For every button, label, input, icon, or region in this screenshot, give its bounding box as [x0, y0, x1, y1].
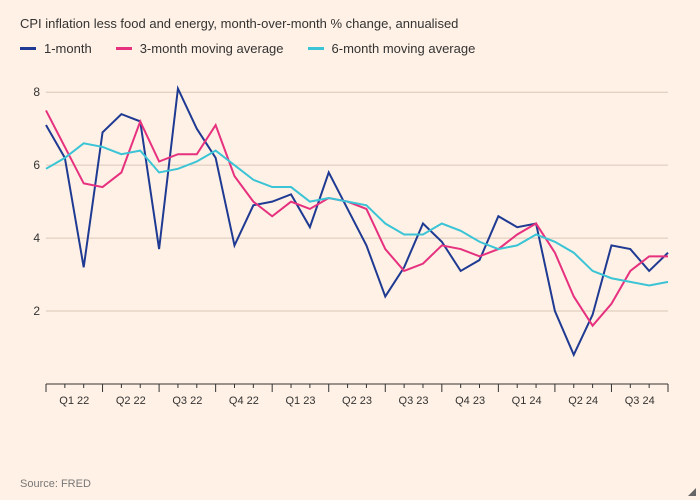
svg-text:Q3 23: Q3 23: [399, 395, 429, 407]
legend-swatch-1: [20, 47, 36, 50]
legend-item-3: 6-month moving average: [308, 41, 476, 56]
legend-label-2: 3-month moving average: [140, 41, 284, 56]
svg-text:Q3 24: Q3 24: [625, 395, 655, 407]
legend-label-3: 6-month moving average: [332, 41, 476, 56]
svg-text:2: 2: [33, 304, 40, 318]
svg-text:Q4 22: Q4 22: [229, 395, 259, 407]
legend-swatch-2: [116, 47, 132, 50]
chart-container: CPI inflation less food and energy, mont…: [0, 0, 700, 500]
svg-text:Q2 22: Q2 22: [116, 395, 146, 407]
legend-item-2: 3-month moving average: [116, 41, 284, 56]
svg-text:Q1 24: Q1 24: [512, 395, 542, 407]
resize-handle-icon: [688, 488, 696, 496]
svg-text:6: 6: [33, 158, 40, 172]
svg-text:Q1 22: Q1 22: [59, 395, 89, 407]
svg-text:Q3 22: Q3 22: [172, 395, 202, 407]
legend: 1-month 3-month moving average 6-month m…: [20, 41, 680, 56]
line-chart: 2 4 6 8 Q1 22 Q2 22 Q3 22 Q4 22 Q1 23 Q2 23 Q3 23 Q…: [20, 64, 680, 424]
svg-text:Q2 24: Q2 24: [568, 395, 598, 407]
svg-text:8: 8: [33, 85, 40, 99]
legend-swatch-3: [308, 47, 324, 50]
legend-label-1: 1-month: [44, 41, 92, 56]
svg-text:Q4 23: Q4 23: [455, 395, 485, 407]
svg-text:4: 4: [33, 231, 40, 245]
svg-text:Q1 23: Q1 23: [285, 395, 315, 407]
chart-area: 2 4 6 8 Q1 22 Q2 22 Q3 22 Q4 22 Q1 23 Q2 23 Q3 23 Q…: [20, 64, 680, 472]
svg-text:Q2 23: Q2 23: [342, 395, 372, 407]
chart-subtitle: CPI inflation less food and energy, mont…: [20, 16, 680, 31]
source-label: Source: FRED: [20, 478, 680, 490]
legend-item-1: 1-month: [20, 41, 92, 56]
